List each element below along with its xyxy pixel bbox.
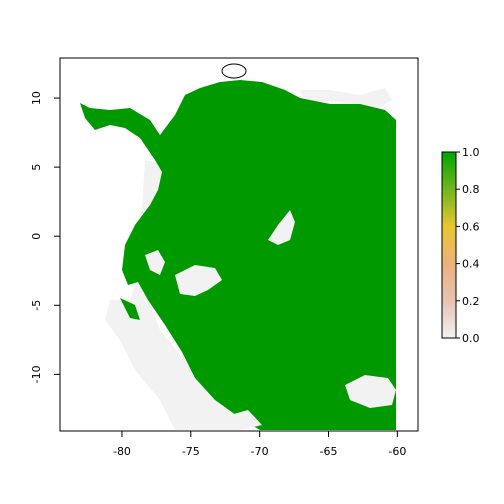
y-tick-label: -10 <box>30 365 43 383</box>
legend-colorbar <box>441 151 457 339</box>
y-tick-label: 5 <box>30 164 43 171</box>
legend-tick-label: 0.4 <box>462 258 480 271</box>
y-tick-label: 10 <box>30 91 43 105</box>
x-tick-label: -70 <box>251 445 269 458</box>
legend-tick-label: 0.0 <box>462 332 480 345</box>
legend-tick-label: 0.6 <box>462 220 480 233</box>
legend-tick-label: 0.8 <box>462 183 480 196</box>
y-axis: -10 -5 0 5 10 <box>30 91 61 383</box>
legend-tick-label: 0.2 <box>462 295 480 308</box>
x-tick-label: -80 <box>113 445 131 458</box>
legend-tick-label: 1.0 <box>462 146 480 159</box>
interior-gaps <box>145 210 396 430</box>
y-tick-label: 0 <box>30 233 43 240</box>
high-suitability-region <box>80 80 396 430</box>
y-tick-label: -5 <box>30 300 43 311</box>
x-tick-label: -60 <box>388 445 406 458</box>
x-axis: -80 -75 -70 -65 -60 <box>113 430 406 458</box>
island-outline <box>221 63 247 79</box>
x-tick-label: -65 <box>320 445 338 458</box>
x-tick-label: -75 <box>182 445 200 458</box>
color-legend: 0.0 0.2 0.4 0.6 0.8 1.0 <box>441 146 480 345</box>
